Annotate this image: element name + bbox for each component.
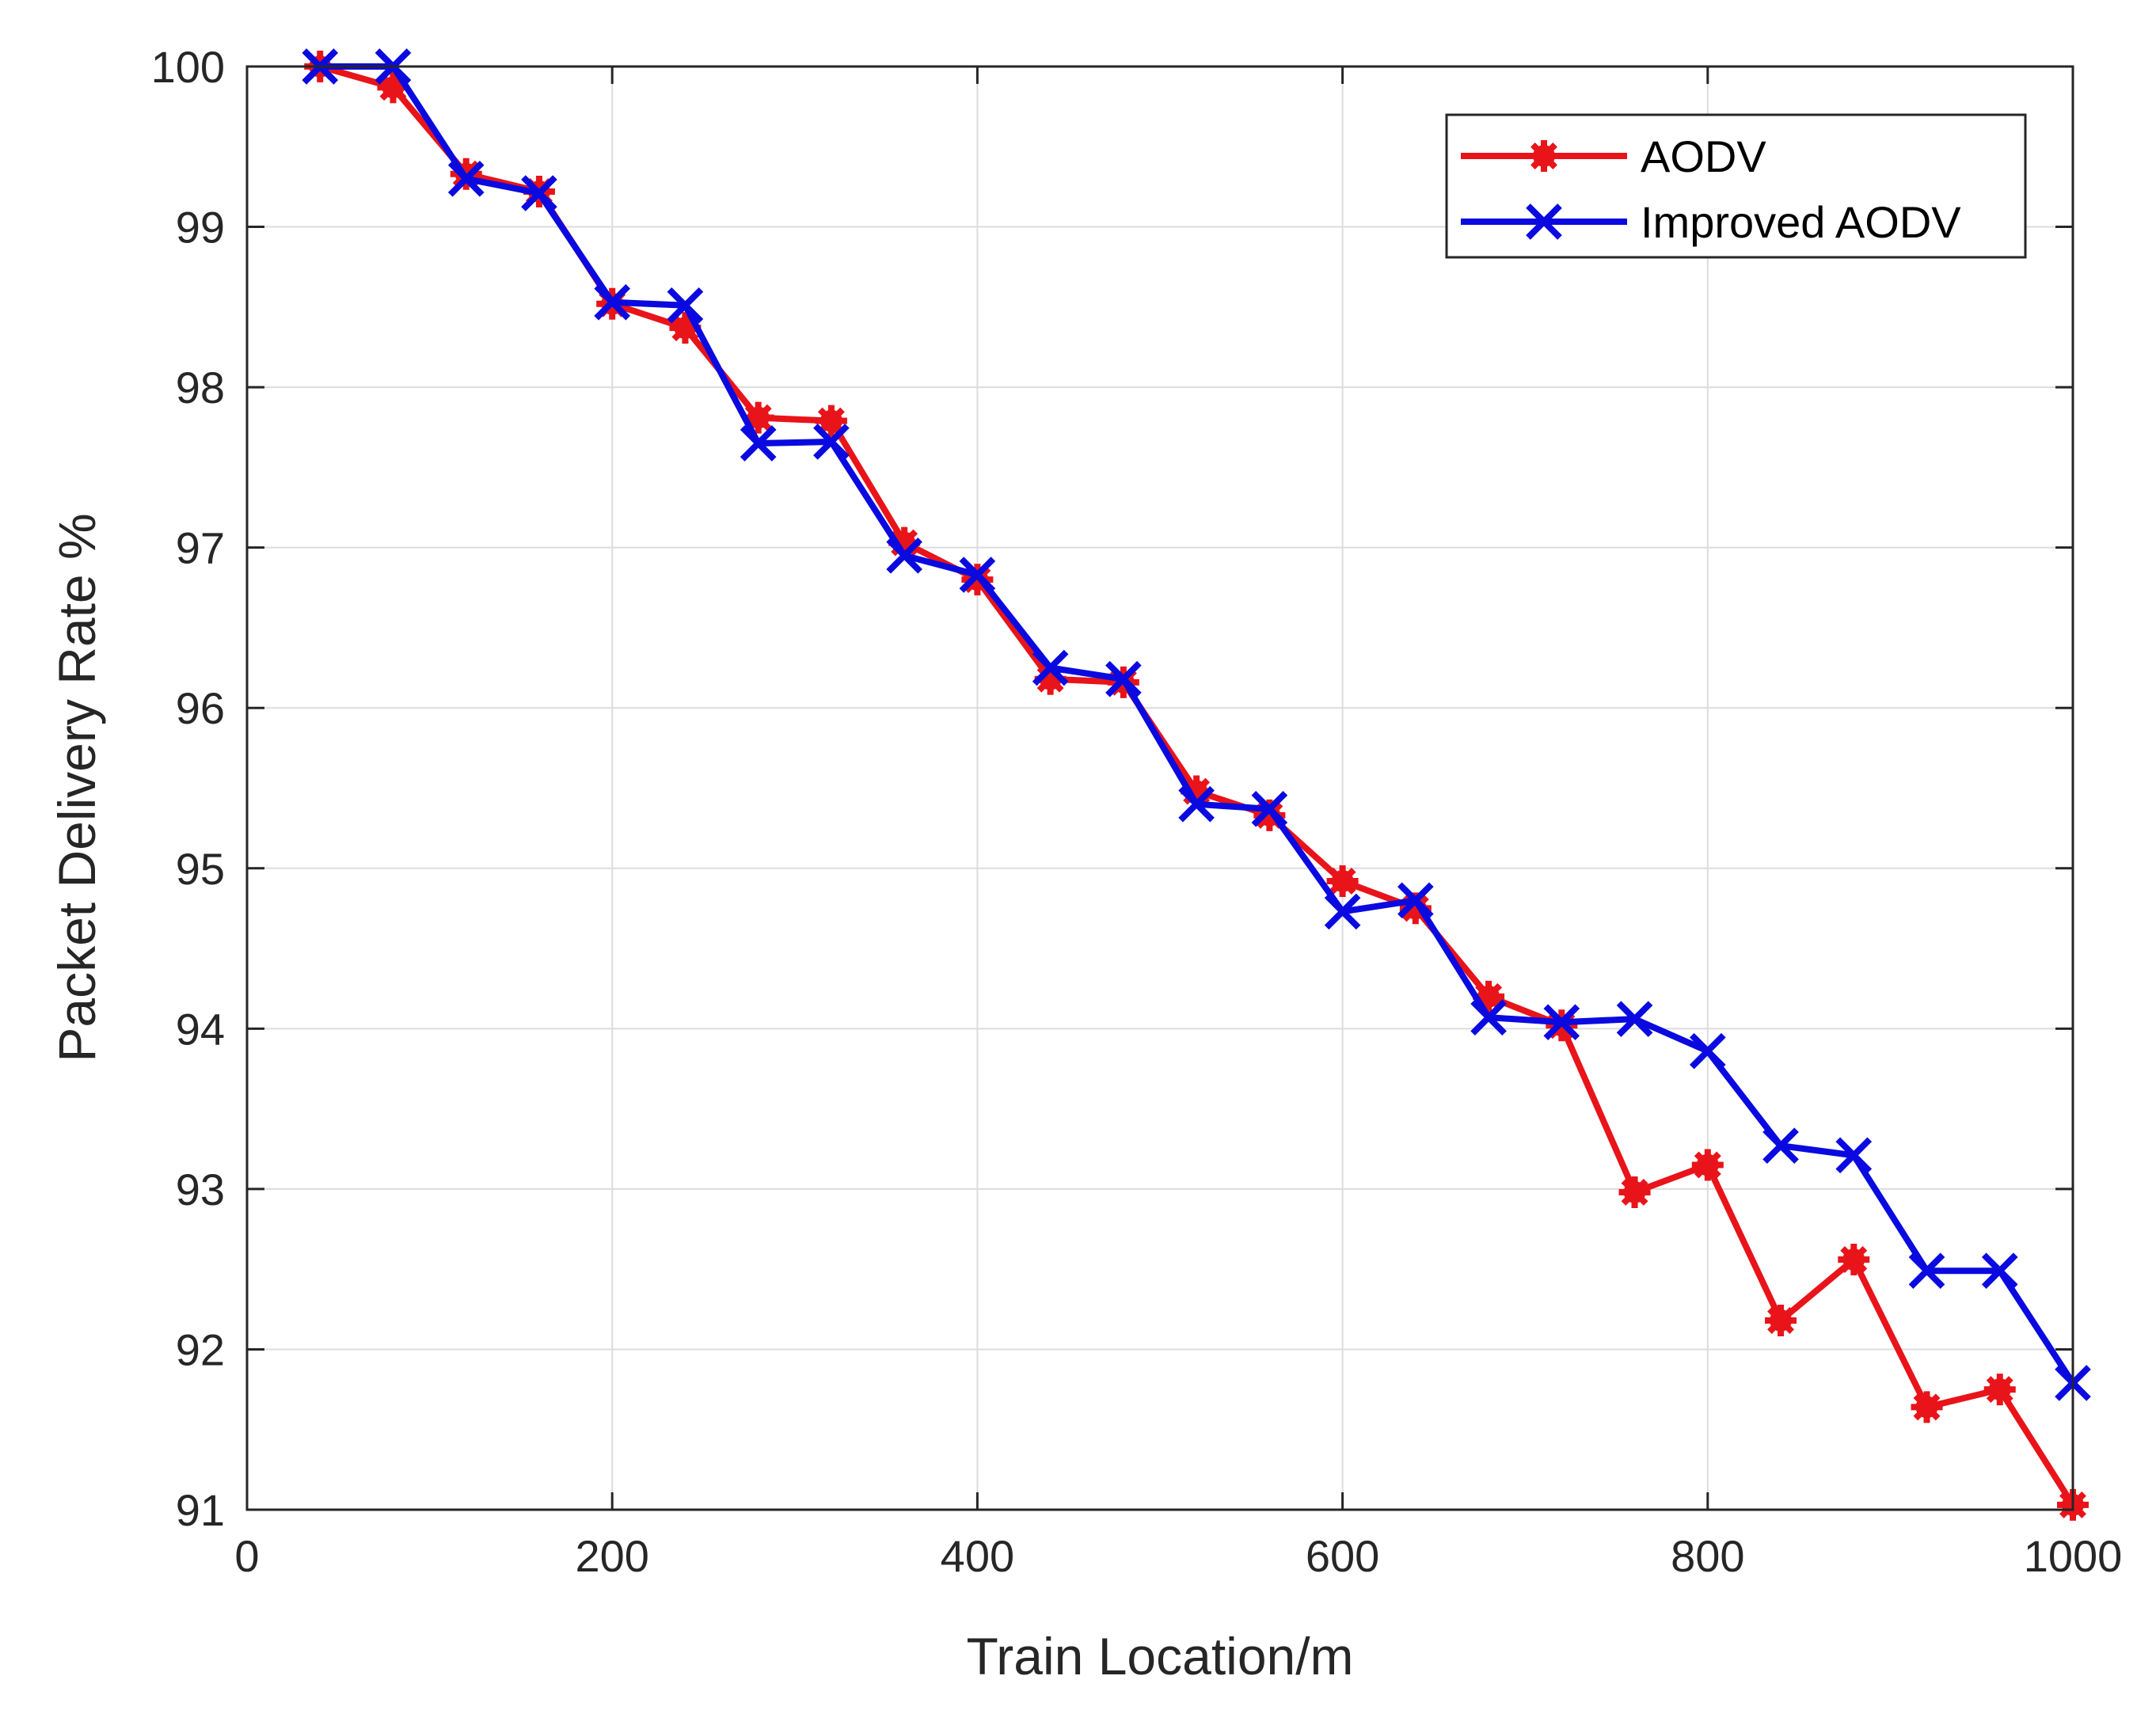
data-point <box>521 175 557 211</box>
data-point <box>1983 1374 2016 1406</box>
series-line <box>320 63 2076 1385</box>
data-point <box>1470 999 1507 1036</box>
y-tick-label: 96 <box>176 683 225 733</box>
data-point <box>1762 1127 1799 1165</box>
y-tick-label: 98 <box>176 363 225 412</box>
data-point <box>1691 1149 1724 1181</box>
y-tick-label: 93 <box>176 1165 225 1214</box>
plot-area-frame <box>245 65 2074 1511</box>
data-point <box>740 425 777 462</box>
data-point <box>1911 1391 1943 1423</box>
data-point <box>1981 1252 2018 1290</box>
x-tick-label: 800 <box>1671 1531 1744 1581</box>
x-tick-label: 400 <box>941 1531 1014 1581</box>
data-point <box>1324 893 1361 930</box>
data-point <box>1032 649 1069 686</box>
legend-label-aodv: AODV <box>1641 131 1766 181</box>
data-point <box>1616 1001 1653 1038</box>
grid <box>246 66 2074 1510</box>
legend-marker-improved-aodv <box>1526 203 1562 240</box>
data-point <box>377 71 409 104</box>
data-point <box>742 401 774 434</box>
x-tick-label: 200 <box>575 1531 648 1581</box>
data-point <box>1397 882 1434 919</box>
y-tick-label: 94 <box>176 1004 225 1054</box>
data-point <box>1908 1252 1945 1290</box>
y-tick-label: 91 <box>176 1485 225 1535</box>
data-point <box>594 283 631 321</box>
data-point <box>1543 1004 1580 1041</box>
data-point <box>1689 1032 1726 1070</box>
legend-label-improved-aodv: Improved AODV <box>1641 197 1961 247</box>
series-aodv <box>304 51 2089 1521</box>
x-tick-label: 600 <box>1306 1531 1379 1581</box>
ticks: 0 200 400 600 800 1000 91 92 93 94 95 96 97 98 99 100 <box>151 42 2123 1581</box>
data-point <box>1105 660 1142 697</box>
legend-marker-glyph <box>1528 140 1560 172</box>
data-point <box>1838 1244 1870 1276</box>
data-point <box>886 537 922 574</box>
legend-marker-aodv <box>1528 140 1560 172</box>
x-tick-label: 0 <box>234 1531 259 1581</box>
data-point <box>1765 1304 1797 1336</box>
y-tick-label: 97 <box>176 523 225 573</box>
legend: AODV Improved AODV <box>1445 113 2027 259</box>
y-tick-label: 95 <box>176 844 225 894</box>
y-axis-label: Packet Delivery Rate % <box>48 513 106 1062</box>
data-point <box>1178 785 1215 823</box>
data-point <box>815 405 847 437</box>
y-tick-label: 99 <box>176 203 225 253</box>
y-tick-label: 100 <box>151 42 225 92</box>
data-point <box>447 160 485 197</box>
data-point <box>1251 791 1288 827</box>
data-point <box>1473 980 1505 1013</box>
data-point <box>667 287 704 324</box>
data-point <box>959 557 996 593</box>
data-point <box>1326 864 1359 897</box>
legend-marker-glyph <box>1526 203 1562 240</box>
data-point <box>1835 1137 1873 1174</box>
series-improved-aodv <box>302 48 2091 1401</box>
legend-box <box>1445 113 2027 259</box>
x-tick-label: 1000 <box>2024 1531 2123 1581</box>
data-point <box>1618 1176 1651 1208</box>
series-layer <box>302 48 2091 1521</box>
x-axis-label: Train Location/m <box>966 1627 1353 1685</box>
y-tick-label: 92 <box>176 1324 225 1374</box>
data-point <box>813 424 850 460</box>
